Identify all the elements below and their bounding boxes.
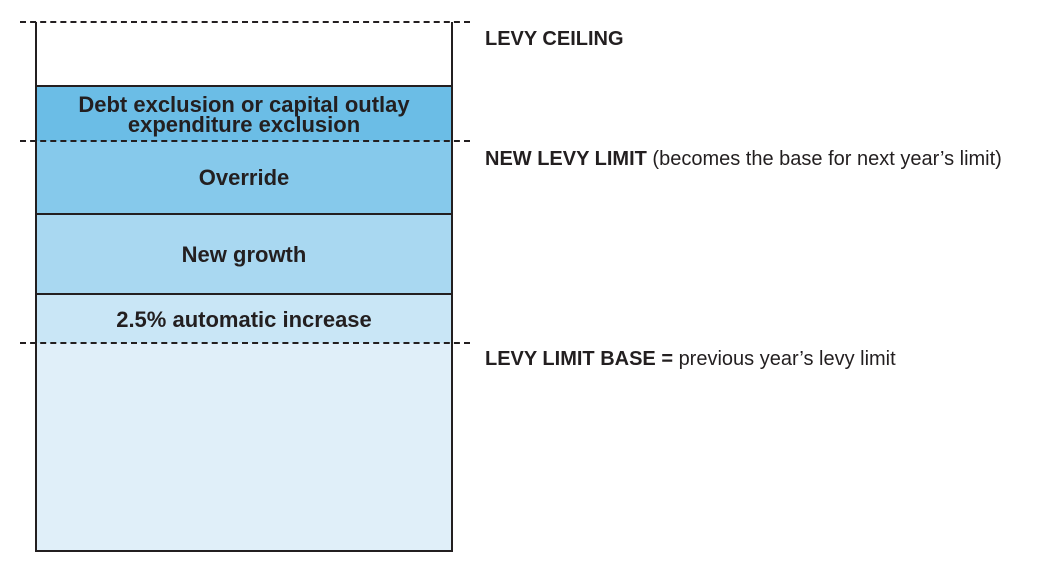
headroom-band xyxy=(35,22,453,85)
new-levy-limit-text: NEW LEVY LIMIT (becomes the base for nex… xyxy=(485,148,1002,171)
levy-limit-base-note: previous year’s levy limit xyxy=(678,348,896,370)
override-label: Override xyxy=(198,164,290,190)
debt-exclusion-label: Debt exclusion or capital outlay expendi… xyxy=(78,92,410,137)
new-growth-label: New growth xyxy=(181,241,307,267)
new-levy-limit-title: NEW LEVY LIMIT xyxy=(485,148,647,170)
levy-ceiling-line xyxy=(20,21,470,23)
levy-limit-base-title: LEVY LIMIT BASE = xyxy=(485,348,673,370)
levy-limit-base-text: LEVY LIMIT BASE = previous year’s levy l… xyxy=(485,348,896,371)
new-growth-band: New growth xyxy=(35,213,453,294)
new-levy-limit-note: (becomes the base for next year’s limit) xyxy=(652,148,1002,170)
levy-limit-base-band xyxy=(35,343,453,552)
levy-ceiling-text: LEVY CEILING xyxy=(485,28,624,51)
levy-limit-base-line xyxy=(20,342,470,344)
override-band: Override xyxy=(35,141,453,214)
new-levy-limit-line xyxy=(20,140,470,142)
automatic-increase-band: 2.5% automatic increase xyxy=(35,293,453,344)
levy-ceiling-title: LEVY CEILING xyxy=(485,28,624,50)
debt-exclusion-band: Debt exclusion or capital outlay expendi… xyxy=(35,85,453,141)
automatic-increase-label: 2.5% automatic increase xyxy=(116,306,372,332)
